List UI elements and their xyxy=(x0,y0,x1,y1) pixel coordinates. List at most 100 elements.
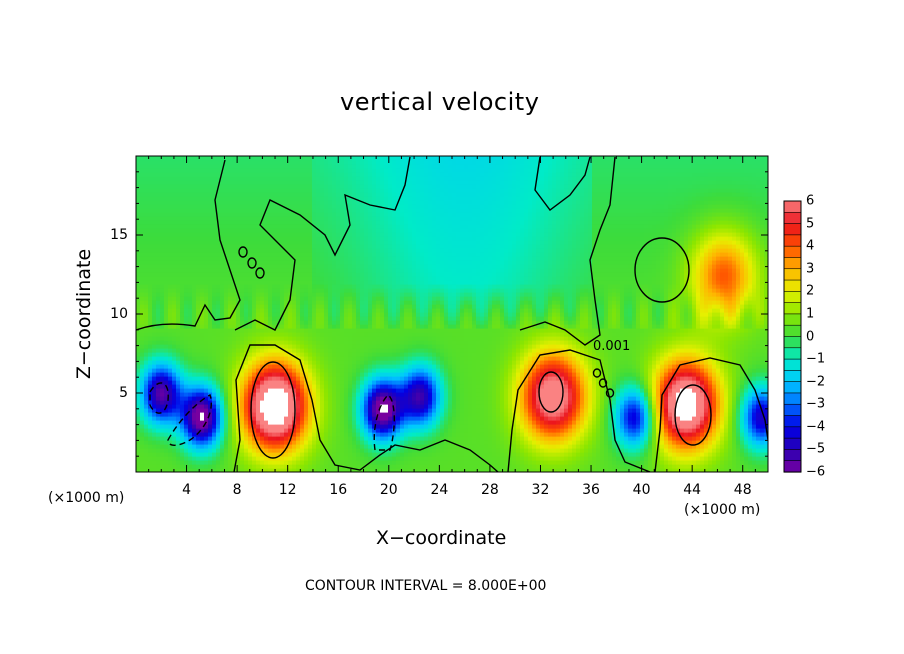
heatmap-cell xyxy=(280,208,285,213)
heatmap-cell xyxy=(172,308,177,313)
heatmap-cell xyxy=(380,392,385,397)
heatmap-cell xyxy=(304,344,309,349)
heatmap-cell xyxy=(244,412,249,417)
heatmap-cell xyxy=(272,344,277,349)
heatmap-cell xyxy=(188,452,193,457)
heatmap-cell xyxy=(324,372,329,377)
heatmap-cell xyxy=(340,220,345,225)
heatmap-cell xyxy=(156,444,161,449)
heatmap-cell xyxy=(292,368,297,373)
heatmap-cell xyxy=(300,392,305,397)
heatmap-cell xyxy=(176,188,181,193)
heatmap-cell xyxy=(240,392,245,397)
heatmap-cell xyxy=(332,364,337,369)
heatmap-cell xyxy=(260,364,265,369)
heatmap-cell xyxy=(340,156,345,161)
heatmap-cell xyxy=(172,460,177,465)
heatmap-cell xyxy=(200,368,205,373)
heatmap-cell xyxy=(256,460,261,465)
heatmap-cell xyxy=(352,300,357,305)
heatmap-cell xyxy=(336,456,341,461)
heatmap-cell xyxy=(216,392,221,397)
heatmap-cell xyxy=(136,196,141,201)
heatmap-cell xyxy=(256,452,261,457)
heatmap-cell xyxy=(336,292,341,297)
heatmap-cell xyxy=(204,236,209,241)
heatmap-cell xyxy=(348,340,353,345)
heatmap-cell xyxy=(172,168,177,173)
heatmap-cell xyxy=(308,412,313,417)
heatmap-cell xyxy=(240,172,245,177)
heatmap-cell xyxy=(200,324,205,329)
heatmap-cell xyxy=(184,424,189,429)
heatmap-cell xyxy=(352,264,357,269)
heatmap-cell xyxy=(348,404,353,409)
heatmap-cell xyxy=(320,424,325,429)
heatmap-cell xyxy=(136,168,141,173)
heatmap-cell xyxy=(200,164,205,169)
heatmap-cell xyxy=(320,444,325,449)
heatmap-cell xyxy=(192,364,197,369)
heatmap-cell xyxy=(288,388,293,393)
heatmap-cell xyxy=(300,176,305,181)
heatmap-cell xyxy=(360,228,365,233)
heatmap-cell xyxy=(152,468,157,472)
heatmap-cell xyxy=(236,284,241,289)
heatmap-cell xyxy=(296,360,301,365)
heatmap-cell xyxy=(268,212,273,217)
heatmap-cell xyxy=(180,208,185,213)
heatmap-cell xyxy=(268,424,273,429)
heatmap-cell xyxy=(368,188,373,193)
heatmap-cell xyxy=(164,284,169,289)
heatmap-cell xyxy=(268,320,273,325)
heatmap-cell xyxy=(160,252,165,257)
heatmap-cell xyxy=(264,336,269,341)
heatmap-cell xyxy=(236,200,241,205)
heatmap-cell xyxy=(288,428,293,433)
heatmap-cell xyxy=(140,156,145,161)
heatmap-cell xyxy=(244,344,249,349)
heatmap-cell xyxy=(212,340,217,345)
heatmap-cell xyxy=(232,464,237,469)
heatmap-cell xyxy=(240,320,245,325)
heatmap-cell xyxy=(212,240,217,245)
heatmap-cell xyxy=(220,332,225,337)
heatmap-cell xyxy=(384,172,389,177)
heatmap-cell xyxy=(288,464,293,469)
heatmap-cell xyxy=(368,264,373,269)
heatmap-cell xyxy=(208,424,213,429)
heatmap-cell xyxy=(244,324,249,329)
heatmap-cell xyxy=(240,200,245,205)
heatmap-cell xyxy=(260,284,265,289)
heatmap-cell xyxy=(184,292,189,297)
heatmap-cell xyxy=(344,264,349,269)
heatmap-cell xyxy=(176,252,181,257)
heatmap-cell xyxy=(248,292,253,297)
heatmap-cell xyxy=(324,180,329,185)
heatmap-cell xyxy=(200,304,205,309)
heatmap-cell xyxy=(316,176,321,181)
heatmap-cell xyxy=(244,300,249,305)
heatmap-cell xyxy=(184,248,189,253)
heatmap-cell xyxy=(252,292,257,297)
heatmap-cell xyxy=(292,220,297,225)
heatmap-cell xyxy=(252,376,257,381)
heatmap-cell xyxy=(360,384,365,389)
heatmap-cell xyxy=(232,436,237,441)
heatmap-cell xyxy=(320,160,325,165)
heatmap-cell xyxy=(180,312,185,317)
heatmap-cell xyxy=(204,216,209,221)
heatmap-cell xyxy=(364,412,369,417)
heatmap-cell xyxy=(300,440,305,445)
heatmap-cell xyxy=(288,272,293,277)
heatmap-cell xyxy=(276,404,281,409)
heatmap-cell xyxy=(220,360,225,365)
heatmap-cell xyxy=(188,460,193,465)
heatmap-cell xyxy=(188,228,193,233)
heatmap-cell xyxy=(360,428,365,433)
heatmap-cell xyxy=(344,424,349,429)
heatmap-cell xyxy=(264,340,269,345)
heatmap-cell xyxy=(352,216,357,221)
heatmap-cell xyxy=(276,204,281,209)
heatmap-cell xyxy=(332,180,337,185)
